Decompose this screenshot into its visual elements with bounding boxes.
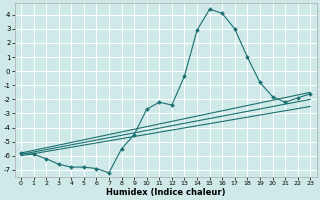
X-axis label: Humidex (Indice chaleur): Humidex (Indice chaleur) (106, 188, 225, 197)
